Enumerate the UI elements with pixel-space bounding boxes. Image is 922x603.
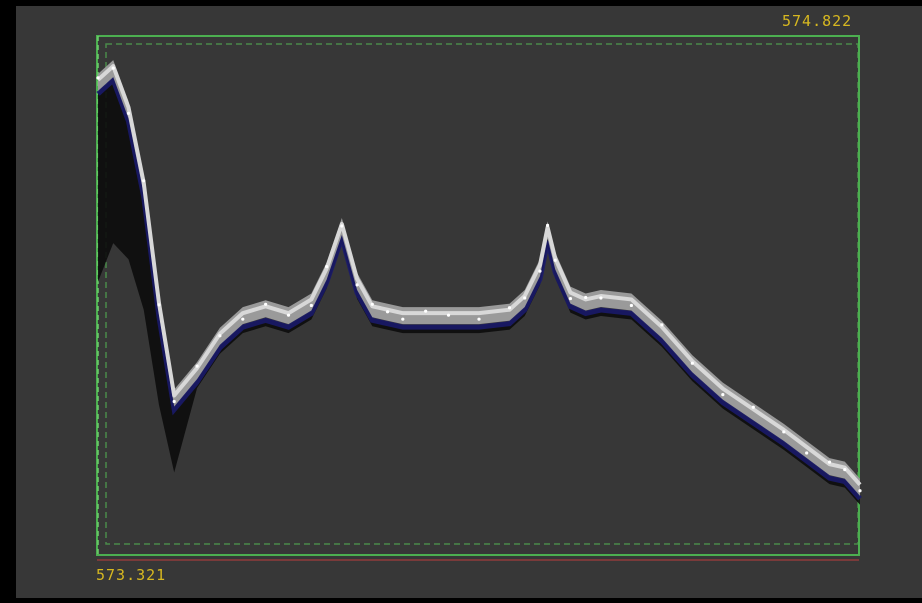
- surface-point: [690, 361, 694, 365]
- bounding-box-front: [96, 35, 860, 556]
- surface-point: [538, 269, 542, 273]
- surface-point: [370, 302, 374, 306]
- surface-point: [309, 303, 313, 308]
- surface-point: [111, 66, 115, 70]
- surface-point: [545, 223, 550, 227]
- surface-point: [218, 334, 222, 338]
- surface-underside: [96, 75, 862, 501]
- surface-point: [599, 296, 603, 300]
- surface-layers: [96, 60, 862, 505]
- surface-point: [446, 313, 451, 317]
- surface-point: [286, 313, 291, 317]
- surface-point: [96, 76, 100, 80]
- surface-point: [157, 303, 161, 307]
- surface-point: [584, 295, 588, 300]
- surface-highlight: [96, 64, 862, 487]
- surface-point: [660, 323, 664, 327]
- surface-point: [507, 306, 512, 310]
- surface-point: [553, 258, 557, 262]
- plot-area[interactable]: [16, 6, 922, 598]
- surface-point: [568, 296, 573, 301]
- surface-point: [629, 303, 634, 308]
- surface-point: [142, 179, 146, 183]
- surface-point: [355, 283, 359, 287]
- surface-point: [172, 399, 176, 404]
- surface-point: [401, 317, 405, 321]
- surface-band: [98, 60, 860, 496]
- surface-shadow: [98, 78, 860, 505]
- surface-point: [827, 460, 832, 464]
- surface-point: [751, 405, 755, 409]
- surface-point: [858, 489, 862, 493]
- surface-point: [126, 111, 131, 115]
- surface-point: [195, 364, 199, 368]
- surface-point: [264, 302, 268, 306]
- surface-point: [782, 430, 786, 434]
- surface-point: [843, 467, 847, 472]
- range-max-label: 574.822: [782, 12, 853, 30]
- surface-point: [523, 296, 527, 300]
- surface-point: [325, 264, 329, 269]
- surface-point: [424, 309, 428, 313]
- surface-point: [241, 317, 245, 321]
- surface-point: [721, 393, 725, 397]
- range-min-label: 573.321: [96, 566, 167, 584]
- surface-point: [340, 224, 344, 228]
- surface-point: [385, 310, 390, 314]
- surface-point: [477, 317, 481, 321]
- bounding-box-back: [105, 43, 859, 545]
- surface-point: [805, 451, 809, 455]
